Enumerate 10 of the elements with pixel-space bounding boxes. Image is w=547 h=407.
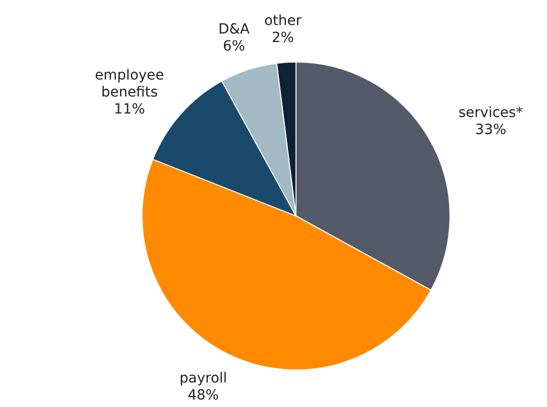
data-label: 11% bbox=[114, 102, 146, 118]
slice-label: other bbox=[264, 12, 302, 29]
slice-label: D&A bbox=[218, 22, 250, 38]
data-label: 6% bbox=[222, 38, 246, 55]
slice-label: payroll bbox=[180, 370, 228, 387]
data-label: 33% bbox=[475, 122, 506, 138]
data-label: 48% bbox=[188, 388, 219, 404]
slice-label: employee benefits bbox=[94, 68, 164, 101]
slice-label: services* bbox=[458, 104, 523, 121]
data-label: 2% bbox=[272, 30, 294, 46]
